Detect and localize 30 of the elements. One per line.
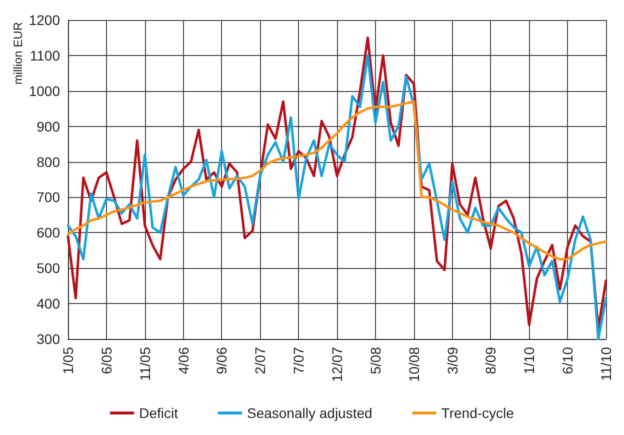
y-tick-label: 400 xyxy=(36,296,60,312)
x-tick-label: 8/09 xyxy=(482,346,499,374)
y-tick-label: 900 xyxy=(36,118,60,134)
x-tick-label: 12/07 xyxy=(329,346,345,382)
y-tick-label: 600 xyxy=(36,224,60,241)
x-tick-label: 6/10 xyxy=(560,346,576,374)
legend-label: Trend-cycle xyxy=(441,405,514,421)
y-tick-label: 800 xyxy=(36,154,60,170)
x-tick-label: 2/07 xyxy=(252,346,268,374)
legend-label: Seasonally adjusted xyxy=(246,405,372,421)
x-tick-label: 4/06 xyxy=(175,346,192,374)
y-tick-label: 300 xyxy=(36,331,60,347)
y-axis-title: million EUR xyxy=(11,22,25,85)
x-tick-label: 6/05 xyxy=(98,346,114,374)
x-tick-label: 7/07 xyxy=(290,346,307,374)
y-tick-label: 500 xyxy=(36,260,60,276)
x-tick-label: 11/05 xyxy=(136,346,153,381)
x-tick-label: 9/06 xyxy=(214,346,230,374)
x-tick-label: 11/10 xyxy=(598,346,614,381)
x-tick-label: 5/08 xyxy=(367,346,384,374)
line-series xyxy=(66,100,608,260)
y-tick-label: 700 xyxy=(36,189,60,206)
x-tick-label: 10/08 xyxy=(406,346,422,382)
legend-label: Deficit xyxy=(139,405,178,421)
x-tick-label: 1/05 xyxy=(60,346,76,374)
y-tick-label: 1100 xyxy=(30,47,60,64)
x-tick-label: 3/09 xyxy=(444,346,460,374)
y-tick-label: 1200 xyxy=(28,12,60,28)
y-tick-label: 1000 xyxy=(28,82,60,99)
x-tick-label: 1/10 xyxy=(521,346,538,374)
